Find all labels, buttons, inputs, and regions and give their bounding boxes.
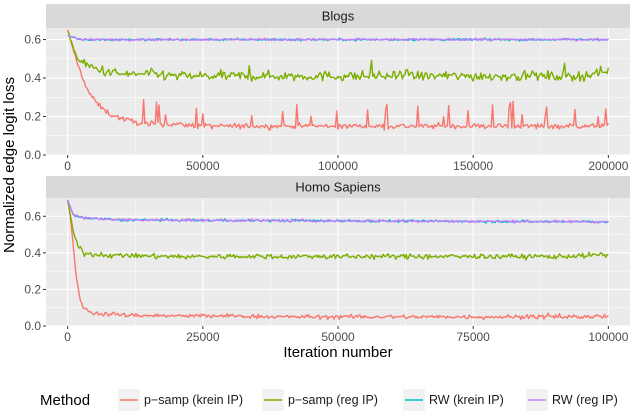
- legend-label-psamp_reg: p−samp (reg IP): [288, 393, 378, 407]
- x-tick-label: 50000: [321, 330, 355, 344]
- x-tick-label: 75000: [456, 330, 490, 344]
- x-tick-label: 150000: [453, 159, 493, 173]
- legend: Method p−samp (krein IP) p−samp (reg IP) RW…: [40, 389, 618, 411]
- x-tick-label: 0: [64, 159, 71, 173]
- legend-label-psamp_krein: p−samp (krein IP): [144, 393, 243, 407]
- y-tick-label: 0.4: [24, 71, 41, 85]
- series-line-psamp_krein: [66, 29, 610, 132]
- panel-blogs: Blogs 0.0 0.2 0.4 0.6 0 50000 100000 150000 20000…: [24, 4, 630, 173]
- x-tick-label: 25000: [186, 330, 220, 344]
- facet-title: Blogs: [322, 9, 355, 24]
- x-tick-label: 0: [64, 330, 71, 344]
- x-tick-label: 100000: [588, 330, 628, 344]
- series-line-psamp_reg: [66, 199, 609, 261]
- y-tick-label: 0.0: [24, 148, 41, 162]
- y-axis-title: Normalized edge logit loss: [1, 77, 18, 253]
- legend-label-rw_krein: RW (krein IP): [429, 393, 504, 407]
- series-line-rw_reg: [66, 199, 609, 224]
- y-tick-label: 0.4: [24, 246, 41, 260]
- x-tick-label: 200000: [588, 159, 628, 173]
- x-axis-title: Iteration number: [283, 344, 392, 361]
- y-tick-label: 0.2: [24, 282, 41, 296]
- legend-label-rw_reg: RW (reg IP): [552, 393, 618, 407]
- y-tick-label: 0.2: [24, 110, 41, 124]
- legend-title: Method: [40, 392, 90, 409]
- y-tick-label: 0.0: [24, 319, 41, 333]
- y-tick-label: 0.6: [24, 209, 41, 223]
- series-line-rw_reg: [67, 35, 609, 42]
- facet-strip: [46, 4, 630, 28]
- x-tick-label: 50000: [186, 159, 220, 173]
- series-line-psamp_reg: [67, 30, 610, 82]
- facet-title: Homo Sapiens: [295, 180, 381, 195]
- y-tick-label: 0.6: [24, 33, 41, 47]
- facet-strip: [46, 176, 630, 198]
- x-tick-label: 100000: [318, 159, 358, 173]
- panel-homo-sapiens: Homo Sapiens 0.0 0.2 0.4 0.6 0 25000 50000 75000…: [24, 176, 630, 344]
- series-line-psamp_krein: [66, 199, 609, 321]
